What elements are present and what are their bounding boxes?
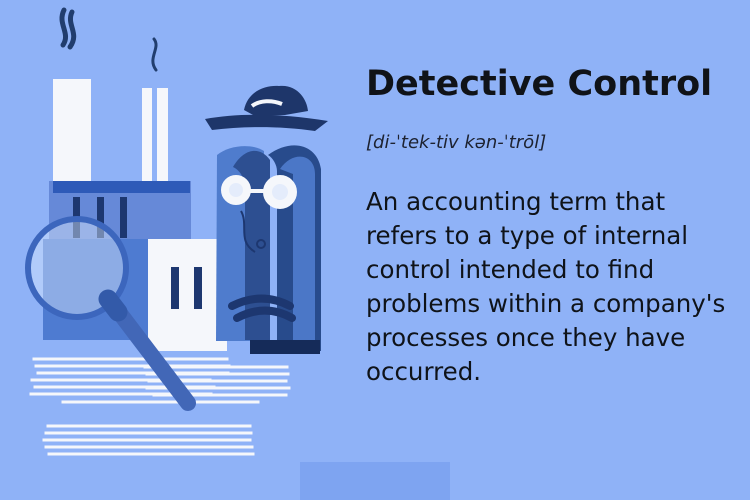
bottom-tab-shape (300, 462, 450, 500)
definition-line-3: control intended to find (366, 255, 655, 284)
definition-line-1: An accounting term that (366, 187, 666, 216)
definition-line-2: refers to a type of internal (366, 221, 689, 250)
factory-detective-magnifying-glass-icon (25, 7, 328, 456)
term-pronunciation: [di-ˈtek-tiv kən-ˈtrōl] (366, 132, 547, 153)
definition-line-4: problems within a company's (366, 289, 726, 318)
term-definition: An accounting term that refers to a type… (366, 185, 746, 389)
term-title: Detective Control (366, 64, 713, 104)
definition-line-5: processes once they have (366, 323, 686, 352)
definition-line-6: occurred. (366, 357, 482, 386)
